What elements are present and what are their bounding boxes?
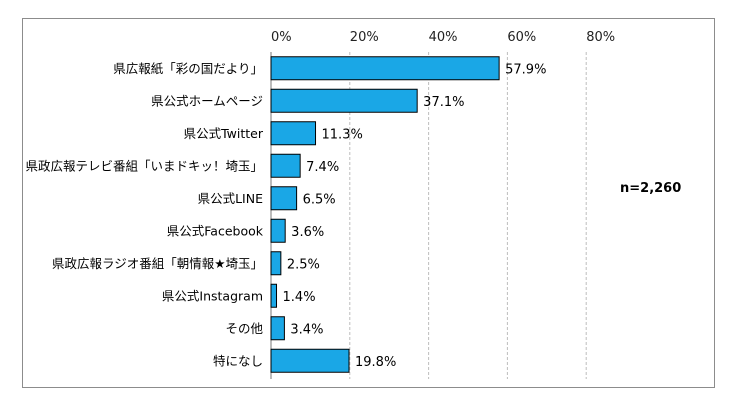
bar <box>270 121 317 146</box>
category-label: 県公式Instagram <box>162 288 263 303</box>
category-label: 県広報紙「彩の国だより」 <box>113 61 263 76</box>
value-label: 2.5% <box>287 257 320 272</box>
bar <box>270 348 350 373</box>
value-label: 6.5% <box>303 192 336 207</box>
bar <box>270 56 500 81</box>
value-label: 3.6% <box>291 225 324 240</box>
category-label: 特になし <box>213 353 263 368</box>
x-tick-label: 60% <box>507 30 536 45</box>
value-label: 7.4% <box>306 160 339 175</box>
category-label: 県公式LINE <box>198 191 264 206</box>
category-label: 県公式ホームページ <box>151 93 263 108</box>
value-label: 57.9% <box>505 62 546 77</box>
bar <box>270 316 285 341</box>
bar <box>270 186 298 211</box>
bar <box>270 251 282 276</box>
sample-size-annotation: n=2,260 <box>620 181 681 196</box>
x-tick-label: 0% <box>271 30 292 45</box>
value-label: 1.4% <box>283 290 316 305</box>
x-tick-label: 40% <box>429 30 458 45</box>
category-label: その他 <box>225 321 263 336</box>
category-label: 県公式Facebook <box>167 223 264 238</box>
x-tick-label: 80% <box>586 30 615 45</box>
value-label: 3.4% <box>290 322 323 337</box>
value-label: 37.1% <box>423 95 464 110</box>
x-tick-label: 20% <box>350 30 379 45</box>
value-label: 11.3% <box>322 127 363 142</box>
bar <box>270 283 278 308</box>
bar <box>270 153 301 178</box>
category-label: 県政広報ラジオ番組「朝情報★埼玉」 <box>52 256 263 271</box>
bar <box>270 88 418 113</box>
bar <box>270 218 286 243</box>
category-label: 県政広報テレビ番組「いまドキッ！埼玉」 <box>25 158 263 173</box>
category-label: 県公式Twitter <box>184 126 264 141</box>
value-label: 19.8% <box>355 355 396 370</box>
